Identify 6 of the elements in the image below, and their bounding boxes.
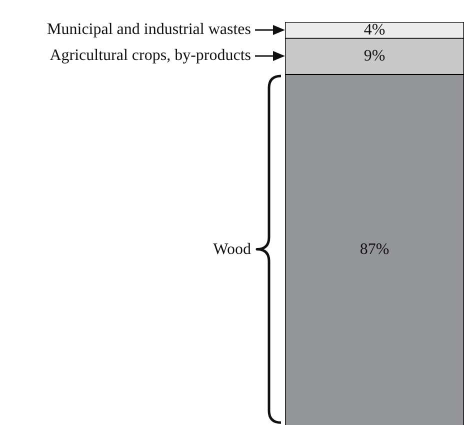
data-label: 9% [364, 47, 386, 64]
data-label: 87% [360, 240, 390, 258]
text: Wood [213, 240, 251, 260]
text: Agricultural crops, by-products [50, 47, 251, 66]
text: Municipal and industrial wastes [47, 21, 251, 40]
data-label: 4% [364, 21, 386, 38]
